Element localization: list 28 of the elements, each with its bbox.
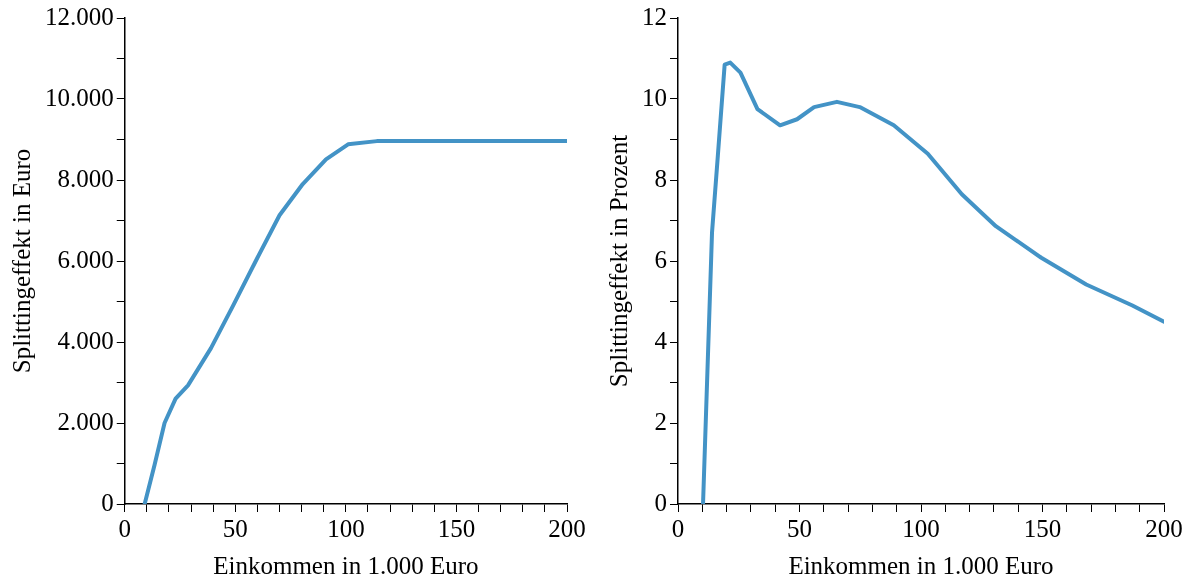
x-tick-label: 50 bbox=[787, 514, 812, 542]
x-tick-label: 150 bbox=[1023, 514, 1062, 542]
x-tick-label: 100 bbox=[327, 514, 365, 542]
x-tick-label: 0 bbox=[671, 514, 685, 542]
x-tick-label: 200 bbox=[548, 514, 586, 542]
x-tick-label: 100 bbox=[902, 514, 940, 542]
y-tick-label: 8 bbox=[654, 164, 667, 192]
y-axis-title: Splittingeffekt in Prozent bbox=[604, 134, 632, 388]
y-tick-label: 0 bbox=[654, 488, 667, 516]
x-axis-title: Einkommen in 1.000 Euro bbox=[213, 551, 479, 579]
x-axis-title: Einkommen in 1.000 Euro bbox=[788, 551, 1054, 579]
x-tick-label: 50 bbox=[222, 514, 248, 542]
x-tick-label: 200 bbox=[1145, 514, 1183, 542]
y-tick-label: 4 bbox=[654, 326, 668, 354]
y-tick-label: 12.000 bbox=[45, 2, 114, 30]
y-tick-label: 6.000 bbox=[57, 245, 114, 273]
x-tick-label: 150 bbox=[437, 514, 476, 542]
y-tick-label: 12 bbox=[642, 2, 667, 30]
y-tick-label: 4.000 bbox=[57, 326, 114, 354]
y-tick-label: 2.000 bbox=[57, 407, 114, 435]
y-tick-label: 10.000 bbox=[45, 83, 114, 111]
x-tick-label: 0 bbox=[118, 514, 131, 542]
y-axis-title: Splittingeffekt in Euro bbox=[7, 148, 35, 374]
y-tick-label: 2 bbox=[654, 407, 667, 435]
y-tick-label: 10 bbox=[642, 83, 667, 111]
y-tick-label: 0 bbox=[101, 488, 114, 516]
y-tick-label: 6 bbox=[654, 245, 667, 273]
y-tick-label: 8.000 bbox=[57, 164, 114, 192]
